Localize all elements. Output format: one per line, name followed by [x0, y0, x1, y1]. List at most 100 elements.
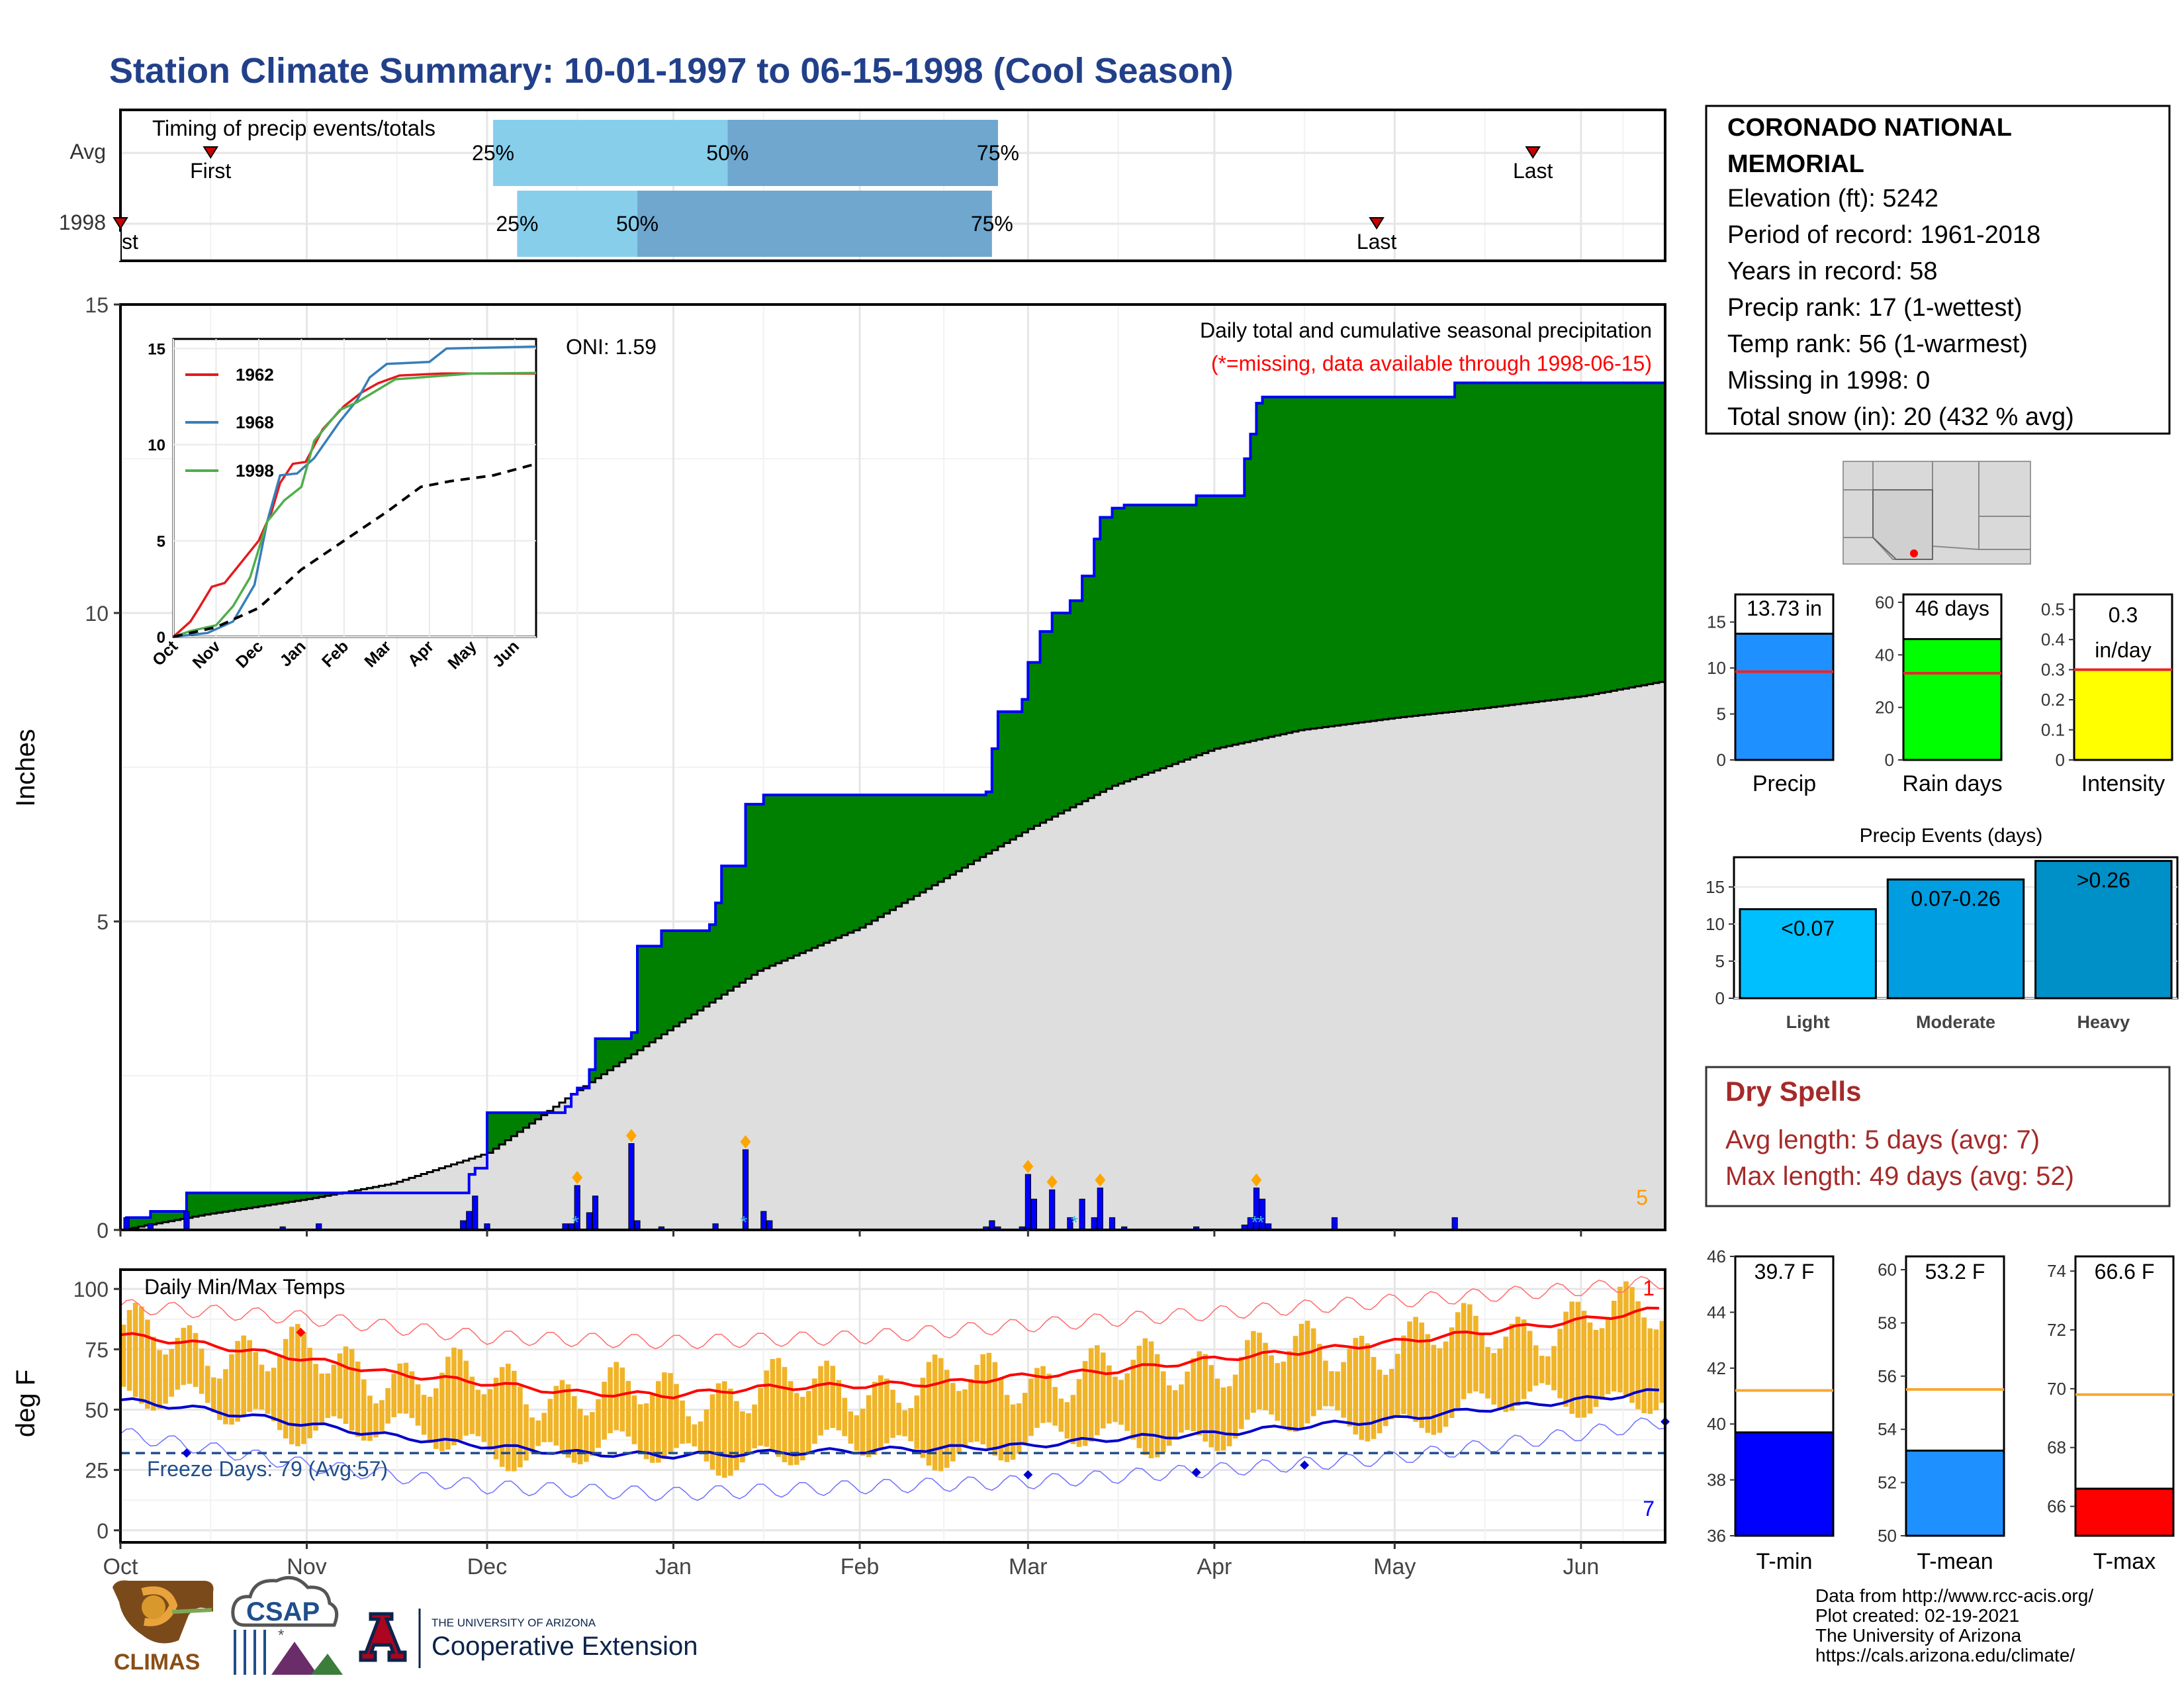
events-tick-label: 5	[1715, 951, 1725, 971]
daily-temp-range-bar	[1383, 1374, 1388, 1427]
daily-temp-range-bar	[764, 1370, 770, 1447]
daily-temp-range-bar	[1365, 1343, 1371, 1442]
daily-temp-range-bar	[890, 1389, 895, 1438]
precip-surplus-area	[1424, 397, 1432, 715]
precip-surplus-area	[210, 1193, 217, 1214]
precip-surplus-area	[529, 1112, 536, 1124]
daily-temp-range-bar	[1136, 1346, 1142, 1448]
daily-temp-range-bar	[439, 1372, 445, 1452]
daily-temp-range-bar	[1461, 1303, 1467, 1399]
daily-temp-range-bar	[662, 1372, 667, 1460]
daily-temp-range-bar	[379, 1400, 385, 1431]
normal-precip-area	[120, 680, 1666, 1231]
daily-temp-range-bar	[980, 1354, 985, 1444]
precip-surplus-area	[1569, 383, 1576, 698]
oni-value: ONI: 1.59	[566, 335, 657, 359]
precip-surplus-area	[1467, 383, 1473, 710]
precip-surplus-area	[1304, 397, 1311, 729]
precip-surplus-area	[1371, 397, 1377, 722]
daily-temp-range-bar	[1479, 1333, 1484, 1394]
events-bar	[1739, 908, 1877, 1000]
inset-legend: 1962 1968 1998	[185, 365, 274, 481]
summary-bar-rain-days: 0 20 40 60 46 days Rain days	[1875, 592, 2003, 796]
precip-surplus-area	[1551, 383, 1558, 700]
precip-surplus-area	[199, 1193, 205, 1216]
inset-y-tick-label: 15	[148, 341, 165, 359]
daily-temp-range-bar	[529, 1417, 535, 1453]
precip-surplus-area	[277, 1193, 283, 1204]
daily-temp-range-bar	[1413, 1317, 1418, 1422]
precip-surplus-area	[733, 866, 740, 987]
precip-surplus-area	[1064, 613, 1071, 811]
precip-surplus-area	[1130, 504, 1137, 780]
precip-surplus-area	[1076, 600, 1083, 804]
daily-temp-range-bar	[1058, 1398, 1064, 1432]
precip-surplus-area	[697, 931, 704, 1011]
precip-y-tick-label: 15	[85, 293, 109, 317]
daily-temp-range-bar	[1491, 1352, 1496, 1405]
precip-surplus-area	[601, 1039, 608, 1074]
precip-surplus-area	[1383, 397, 1389, 720]
daily-temp-range-bar	[355, 1361, 361, 1437]
precip-events-chart: Precip Events (days) 0 5 10 15 <0.07 Light 0.0…	[1706, 825, 2179, 1032]
daily-temp-range-bar	[596, 1399, 601, 1448]
precip-surplus-area	[150, 1211, 158, 1225]
precip-surplus-area	[1226, 495, 1233, 746]
daily-temp-range-bar	[577, 1409, 583, 1464]
precip-surplus-area	[794, 794, 800, 956]
precip-surplus-area	[1190, 504, 1197, 758]
daily-temp-range-bar	[1599, 1328, 1605, 1400]
daily-temp-range-bar	[463, 1360, 469, 1436]
snow-marker: *	[1257, 1212, 1265, 1233]
precip-surplus-area	[745, 804, 752, 979]
daily-temp-range-bar	[193, 1333, 199, 1387]
summary-bar-tick-label: 0.2	[2041, 690, 2065, 710]
snow-marker: *	[740, 1212, 747, 1233]
daily-temp-range-bar	[1245, 1340, 1250, 1420]
daily-temp-range-bar	[1124, 1373, 1130, 1431]
daily-temp-range-bar	[674, 1383, 679, 1448]
events-bar-label: <0.07	[1781, 916, 1835, 940]
daily-temp-range-bar	[313, 1364, 318, 1431]
daily-temp-range-bar	[1449, 1327, 1455, 1418]
daily-temp-range-bar	[818, 1366, 823, 1436]
precip-surplus-area	[1533, 383, 1539, 702]
precip-surplus-area	[265, 1193, 271, 1205]
precip-surplus-area	[312, 1193, 320, 1198]
summary-bar-tick-label: 0.3	[2041, 660, 2065, 680]
precip-missing-note: (*=missing, data available through 1998-…	[1211, 352, 1652, 375]
precip-surplus-area	[1106, 517, 1113, 789]
precip-surplus-area	[667, 931, 674, 1031]
daily-temp-range-bar	[331, 1364, 337, 1417]
precip-surplus-area	[985, 792, 993, 854]
temp-summary-tick-label: 70	[2047, 1379, 2066, 1399]
precip-surplus-area	[829, 794, 837, 941]
daily-temp-range-bar	[1160, 1371, 1166, 1453]
daily-temp-range-bar	[1088, 1348, 1094, 1442]
precip-surplus-area	[222, 1193, 230, 1212]
station-years: Years in record: 58	[1727, 258, 1938, 285]
precip-surplus-area	[1016, 712, 1023, 836]
daily-temp-range-bar	[884, 1378, 889, 1444]
precip-surplus-area	[1406, 397, 1414, 717]
timing-title: Timing of precip events/totals	[152, 116, 435, 140]
precip-surplus-area	[511, 1112, 518, 1137]
daily-temp-range-bar	[812, 1378, 817, 1444]
daily-temp-range-bar	[1437, 1348, 1443, 1433]
daily-temp-range-bar	[295, 1324, 300, 1446]
daily-temp-range-bar	[728, 1388, 733, 1476]
daily-precip-bar	[634, 1220, 641, 1231]
daily-temp-range-bar	[559, 1380, 565, 1452]
inset-y-tick-label: 0	[157, 629, 165, 647]
inset-legend-1998: 1998	[236, 461, 274, 481]
precip-surplus-area	[1563, 383, 1570, 699]
daily-temp-range-bar	[896, 1403, 901, 1436]
daily-temp-range-bar	[163, 1354, 168, 1404]
precip-surplus-area	[1490, 383, 1498, 708]
precip-surplus-area	[1316, 397, 1323, 728]
daily-temp-range-bar	[878, 1375, 884, 1450]
daily-temp-range-bar	[373, 1403, 379, 1438]
precip-surplus-area	[1400, 397, 1408, 718]
daily-temp-range-bar	[319, 1374, 324, 1423]
daily-temp-range-bar	[715, 1383, 721, 1476]
